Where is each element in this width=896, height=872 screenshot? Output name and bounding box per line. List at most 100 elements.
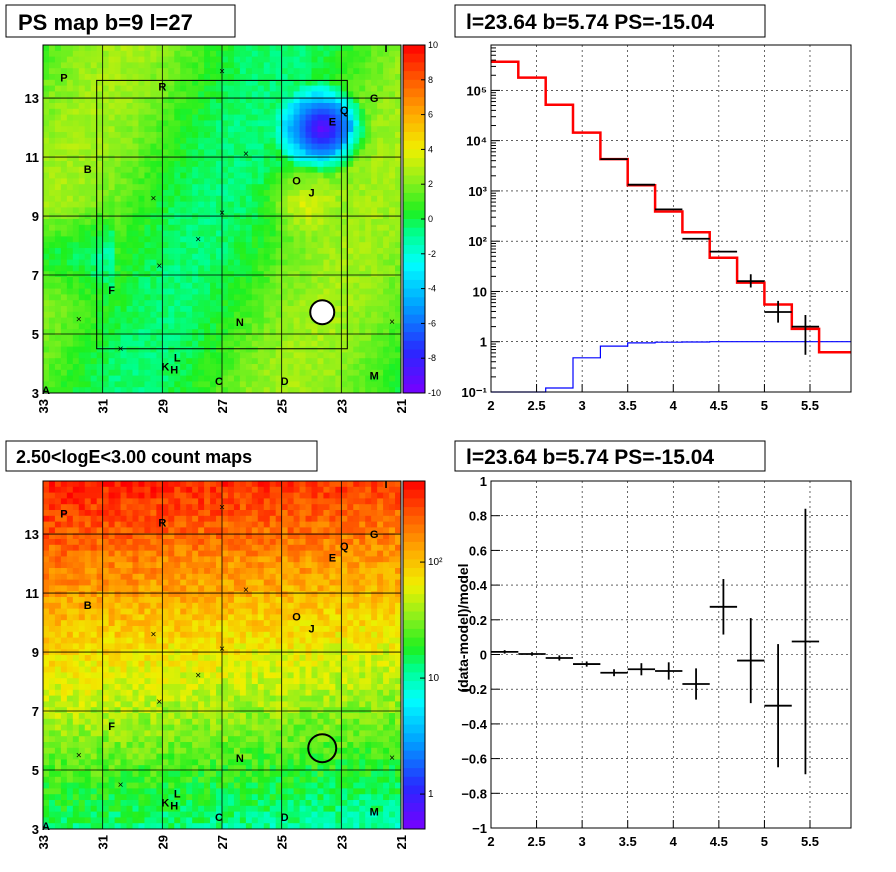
map-cell <box>43 166 50 173</box>
map-cell <box>365 364 372 371</box>
map-cell <box>227 335 235 342</box>
map-cell <box>54 776 62 783</box>
map-cell <box>43 50 50 57</box>
map-cell <box>114 207 121 214</box>
map-cell <box>72 335 80 342</box>
map-cell <box>383 201 390 208</box>
map-cell <box>210 50 217 57</box>
map-cell <box>245 91 253 98</box>
map-cell <box>395 248 402 255</box>
map-cell <box>180 126 187 133</box>
map-cell <box>150 823 157 830</box>
map-cell <box>60 207 68 214</box>
map-cell <box>371 277 378 284</box>
map-cell <box>323 375 330 382</box>
map-cell <box>78 695 86 702</box>
map-cell <box>96 805 104 812</box>
map-cell <box>299 120 306 127</box>
map-cell <box>293 306 300 313</box>
map-cell <box>132 62 139 69</box>
map-cell <box>335 329 342 336</box>
map-cell <box>168 132 175 139</box>
map-cell <box>114 381 121 388</box>
map-cell <box>126 544 133 551</box>
map-cell <box>198 172 205 179</box>
map-cell <box>96 585 104 592</box>
map-cell <box>126 521 133 528</box>
map-cell <box>90 620 98 627</box>
map-cell <box>204 230 211 237</box>
map-cell <box>383 358 390 365</box>
map-cell <box>174 74 181 81</box>
map-cell <box>198 114 205 121</box>
map-cell <box>305 311 312 318</box>
map-cell <box>126 655 133 662</box>
map-cell <box>60 800 68 807</box>
map-cell <box>108 533 115 540</box>
map-cell <box>114 811 121 818</box>
map-cell <box>150 481 157 488</box>
map-cell <box>96 771 104 778</box>
map-cell <box>138 271 145 278</box>
map-cell <box>132 253 139 260</box>
map-cell <box>102 573 110 580</box>
map-cell <box>43 782 50 789</box>
map-cell <box>329 387 336 394</box>
map-cell <box>311 329 318 336</box>
map-cell <box>239 62 247 69</box>
map-cell <box>377 265 384 272</box>
map-cell <box>102 68 110 75</box>
map-cell <box>132 329 139 336</box>
map-cell <box>138 323 145 330</box>
map-cell <box>43 718 50 725</box>
map-cell <box>48 68 56 75</box>
map-cell <box>114 498 121 505</box>
map-cell <box>60 259 68 266</box>
map-cell <box>54 620 62 627</box>
map-cell <box>299 74 306 81</box>
map-cell <box>60 539 68 546</box>
map-cell <box>311 45 318 52</box>
map-cell <box>389 114 396 121</box>
map-cell <box>132 672 139 679</box>
map-cell <box>293 85 300 92</box>
map-cell <box>383 329 390 336</box>
map-cell <box>66 637 74 644</box>
map-cell <box>168 329 175 336</box>
map-cell <box>48 498 56 505</box>
map-cell <box>383 323 390 330</box>
map-cell <box>317 184 324 191</box>
map-cell <box>359 352 366 359</box>
map-cell <box>180 271 187 278</box>
map-cell <box>371 317 378 324</box>
map-cell <box>311 137 318 144</box>
map-cell <box>72 620 80 627</box>
map-cell <box>389 335 396 342</box>
map-cell <box>359 201 366 208</box>
map-cell <box>192 236 199 243</box>
map-cell <box>299 253 306 260</box>
map-cell <box>204 56 211 63</box>
map-cell <box>96 602 104 609</box>
map-cell <box>275 120 283 127</box>
map-cell <box>114 364 121 371</box>
map-cell <box>102 689 110 696</box>
map-cell <box>269 248 277 255</box>
map-cell <box>66 178 74 185</box>
x-tick-label: 29 <box>155 399 170 413</box>
map-cell <box>335 311 342 318</box>
map-cell <box>84 166 92 173</box>
map-cell <box>365 369 372 376</box>
map-cell <box>365 85 372 92</box>
map-cell <box>275 369 283 376</box>
map-cell <box>233 346 241 353</box>
map-cell <box>120 358 127 365</box>
map-cell <box>204 97 211 104</box>
map-cell <box>78 678 86 685</box>
map-cell <box>329 132 336 139</box>
map-cell <box>120 765 127 772</box>
map-cell <box>233 155 241 162</box>
map-cell <box>383 85 390 92</box>
map-cell <box>66 666 74 673</box>
map-cell <box>180 242 187 249</box>
